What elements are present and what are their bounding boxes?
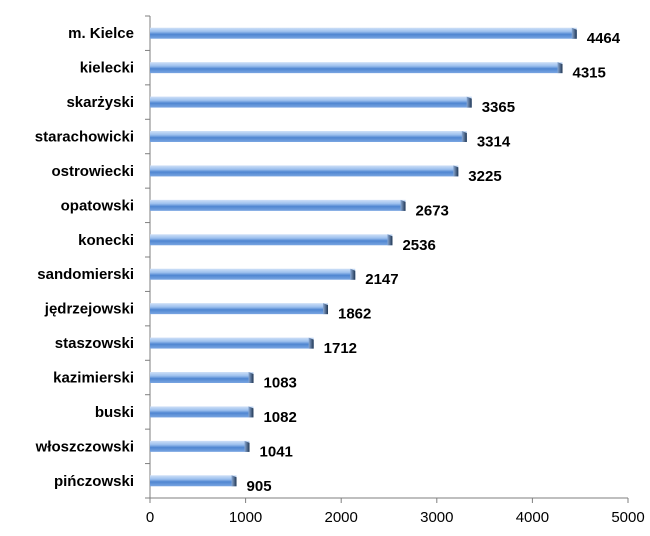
bar [150,406,254,418]
bar-end-cap [400,199,406,211]
chart-axes [145,15,629,503]
value-label: 2536 [402,237,435,254]
x-tick-label: 4000 [516,509,549,526]
x-tick-label: 0 [146,509,154,526]
category-label: kazimierski [53,370,134,387]
value-label: 4315 [573,65,606,82]
bar-end-cap [387,234,393,246]
bar-end-cap [461,131,467,142]
bar [150,268,356,280]
value-label: 2673 [416,202,449,219]
value-label: 2147 [365,271,398,288]
bar-end-cap [350,268,356,280]
bar [150,199,406,211]
bar [150,337,314,349]
category-label: sandomierski [37,266,134,283]
x-tick-label: 3000 [420,509,453,526]
bar [150,96,472,108]
bar [150,303,329,315]
value-label: 1083 [264,375,297,392]
category-label: skarżyski [66,94,134,111]
bar-end-cap [453,165,459,177]
category-label: opatowski [61,197,134,214]
value-label: 3365 [482,99,515,116]
value-label: 1041 [260,443,293,460]
category-label: włoszczowski [35,438,134,455]
bar-end-cap [571,27,577,39]
value-label: 3314 [477,134,511,151]
category-label: buski [95,404,134,421]
value-label: 1712 [324,340,357,357]
category-label: staszowski [55,335,134,352]
category-label: kielecki [80,60,134,77]
bar [150,372,254,383]
x-tick-label: 2000 [325,509,358,526]
x-tick-label: 1000 [229,509,262,526]
bar [150,234,393,246]
chart-bars [150,27,577,487]
x-tick-label: 5000 [611,509,644,526]
bar-end-cap [244,440,250,452]
bar [150,27,577,39]
bar [150,165,459,177]
bar-end-cap [557,62,563,74]
category-label: jędrzejowski [44,301,134,318]
value-label: 3225 [468,168,501,185]
value-label: 1862 [338,306,371,323]
category-label: m. Kielce [68,25,134,42]
value-label: 1082 [263,409,296,426]
value-label: 905 [247,478,272,495]
value-label: 4464 [587,30,621,47]
bar [150,475,237,487]
chart-labels: 0 1000 2000 3000 4000 5000 m. Kielce 4464 kielec… [35,25,645,526]
category-label: starachowicki [35,129,134,146]
bar-end-cap [248,406,254,418]
bar-end-cap [308,337,314,349]
category-label: pińczowski [54,473,134,490]
bar-end-cap [323,303,329,315]
bar-end-cap [248,372,254,383]
bar-end-cap [231,475,237,487]
bar-end-cap [466,96,472,108]
bar [150,62,563,74]
bar [150,131,467,142]
category-label: konecki [78,232,134,249]
bar [150,440,250,452]
category-label: ostrowiecki [51,163,134,180]
